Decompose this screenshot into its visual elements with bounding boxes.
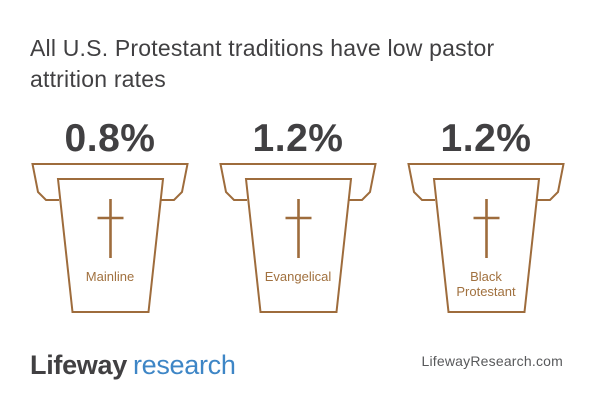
tradition-label: Black Protestant	[456, 269, 516, 299]
pulpit-top-board	[407, 163, 565, 201]
pulpit-body	[244, 178, 353, 313]
tradition-column-evangelical: 1.2% Evangelical	[203, 115, 393, 317]
pulpit-icon: Mainline	[15, 162, 205, 317]
brand-name-research: research	[132, 350, 236, 380]
brand-name-lifeway: Lifeway	[30, 350, 127, 380]
website-url: LifewayResearch.com	[421, 353, 563, 369]
cross-icon	[285, 199, 312, 258]
pulpit-icon: Evangelical	[203, 162, 393, 317]
pulpit-top-board	[219, 163, 377, 201]
pulpit-icon: Black Protestant	[391, 162, 581, 317]
tradition-column-mainline: 0.8% Mainline	[15, 115, 205, 317]
chart-title: All U.S. Protestant traditions have low …	[30, 35, 495, 92]
tradition-label: Evangelical	[264, 269, 332, 284]
pulpit-top-board	[31, 163, 189, 201]
pulpit-body	[432, 178, 541, 313]
attrition-rate-value: 0.8%	[64, 117, 156, 160]
attrition-rate-value: 1.2%	[440, 117, 532, 160]
pulpit-with-cross-icon	[407, 163, 565, 313]
attrition-rate-value: 1.2%	[252, 117, 344, 160]
cross-icon	[97, 199, 124, 258]
pulpit-body	[56, 178, 165, 313]
tradition-column-black-protestant: 1.2% Black Protestant	[391, 115, 581, 317]
cross-icon	[473, 199, 500, 258]
pulpit-with-cross-icon	[219, 163, 377, 313]
lifeway-research-logo: Lifeway research	[30, 351, 236, 379]
tradition-label: Mainline	[85, 269, 135, 284]
pulpit-with-cross-icon	[31, 163, 189, 313]
